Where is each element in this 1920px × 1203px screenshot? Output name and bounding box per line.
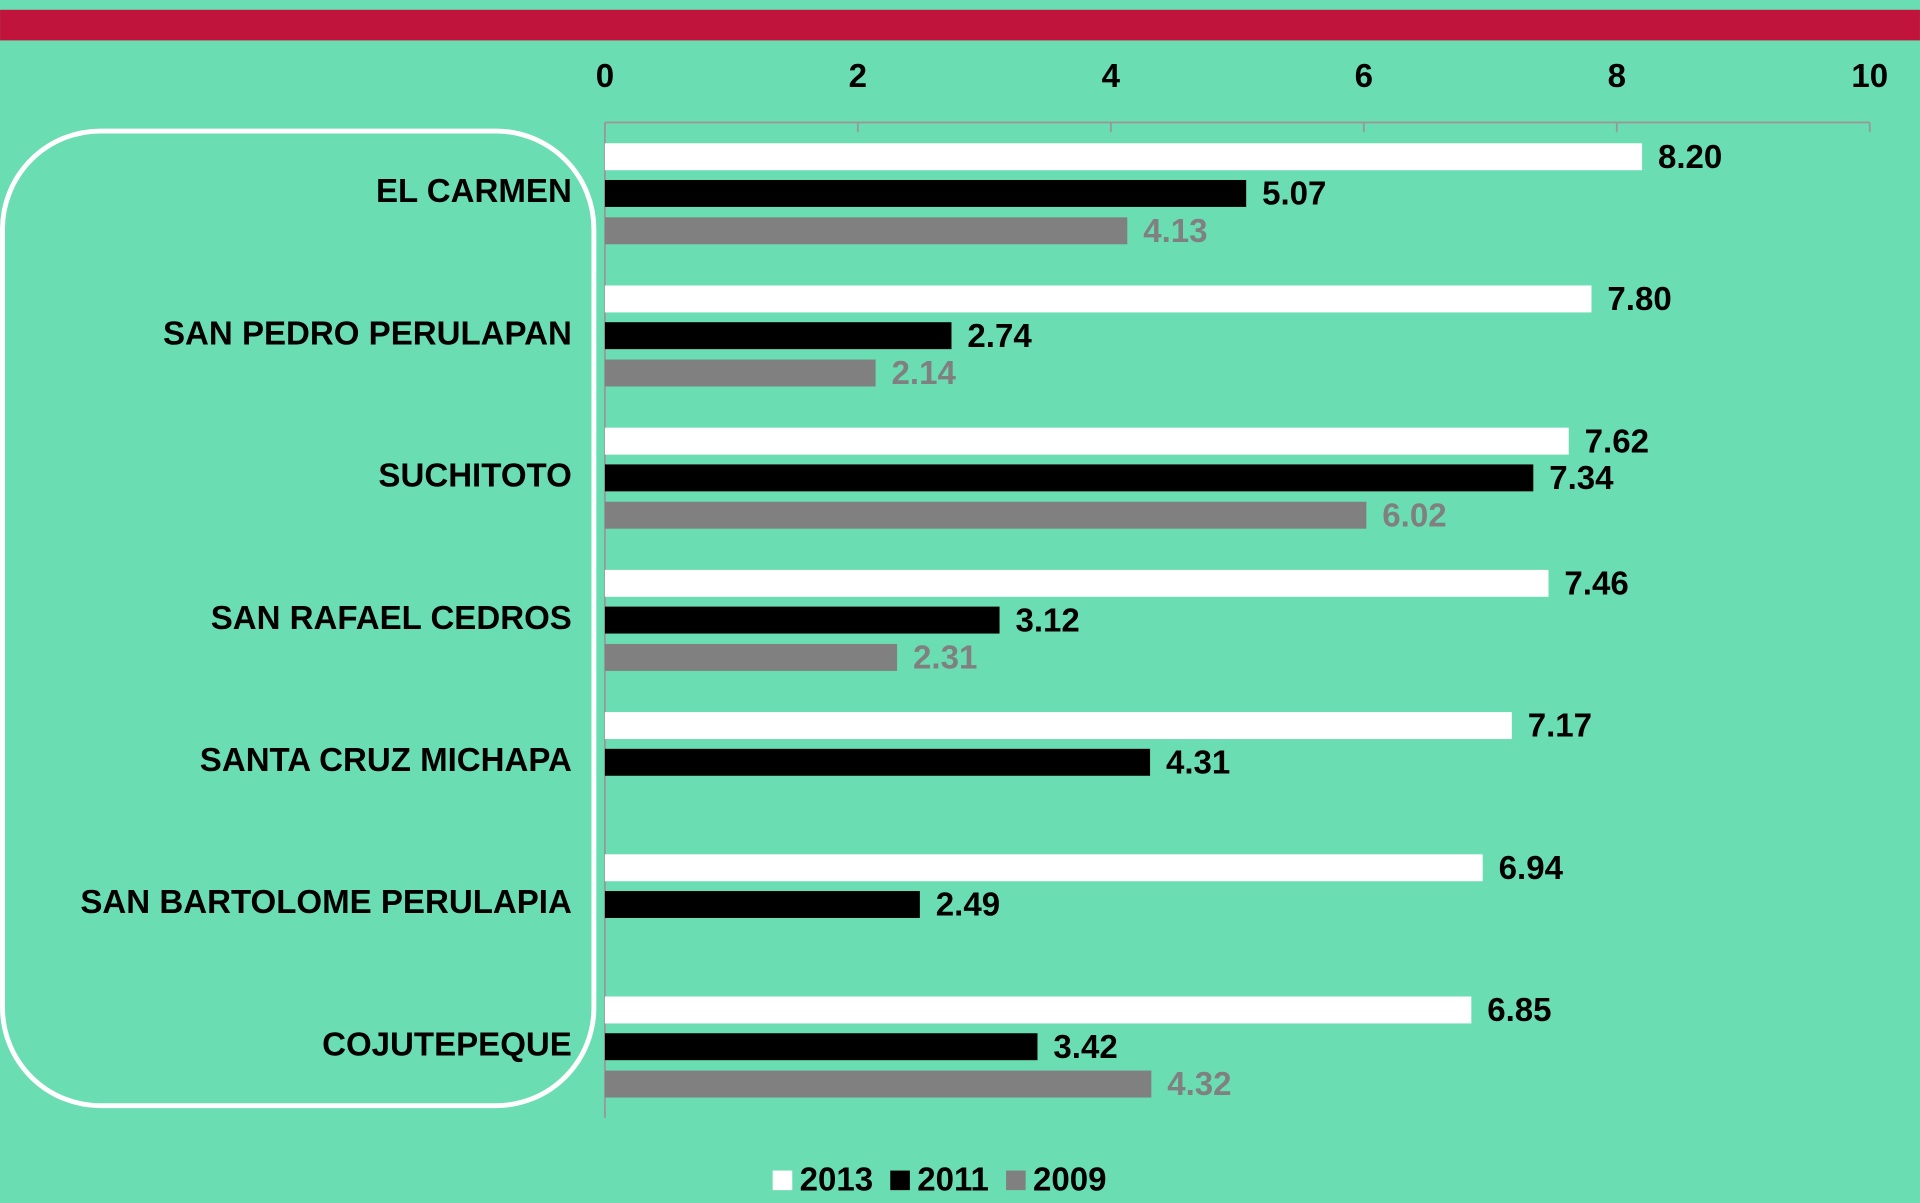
- header-bar: [0, 9, 1920, 41]
- bar: [604, 569, 1549, 597]
- bar: [604, 359, 876, 387]
- x-tick-label: 6: [1355, 58, 1373, 95]
- legend-label: 2009: [1033, 1161, 1107, 1198]
- x-tick-label: 0: [596, 58, 614, 95]
- value-label: 4.31: [1166, 744, 1230, 781]
- category-label: SAN RAFAEL CEDROS: [211, 600, 572, 637]
- legend-label: 2011: [917, 1161, 989, 1198]
- value-label: 7.34: [1549, 460, 1614, 497]
- value-label: 2.14: [892, 355, 957, 392]
- value-label: 6.02: [1382, 497, 1446, 534]
- value-label: 8.20: [1658, 139, 1722, 176]
- x-tick-label: 4: [1102, 58, 1121, 95]
- value-label: 3.42: [1053, 1029, 1117, 1066]
- bar: [604, 891, 920, 918]
- value-label: 7.80: [1607, 281, 1671, 318]
- bar: [604, 1033, 1038, 1061]
- legend-swatch: [890, 1170, 910, 1191]
- category-label: SAN BARTOLOME PERULAPIA: [80, 884, 571, 921]
- value-label: 4.13: [1143, 213, 1207, 250]
- value-label: 6.85: [1487, 992, 1551, 1029]
- x-tick-label: 2: [849, 58, 867, 95]
- bar: [604, 179, 1247, 207]
- bar: [604, 1070, 1152, 1098]
- x-tick-label: 10: [1851, 58, 1888, 95]
- category-label: SUCHITOTO: [378, 458, 571, 495]
- category-label: SAN PEDRO PERULAPAN: [163, 315, 572, 352]
- category-label: EL CARMEN: [376, 173, 572, 210]
- legend-swatch: [1006, 1170, 1026, 1191]
- category-label: SANTA CRUZ MICHAPA: [200, 742, 572, 779]
- bar: [604, 464, 1534, 492]
- bar: [604, 854, 1483, 882]
- highlight-frame: [0, 128, 597, 1109]
- value-label: 7.62: [1585, 423, 1649, 460]
- bar: [604, 285, 1592, 313]
- value-label: 7.17: [1528, 708, 1592, 745]
- value-label: 6.94: [1499, 850, 1564, 887]
- value-label: 4.32: [1167, 1066, 1231, 1103]
- value-label: 3.12: [1015, 602, 1079, 639]
- category-label: COJUTEPEQUE: [322, 1026, 572, 1063]
- legend-swatch: [772, 1170, 793, 1191]
- bar: [604, 427, 1569, 455]
- value-label: 2.31: [913, 640, 977, 677]
- bar: [604, 217, 1128, 245]
- bar: [604, 606, 1000, 634]
- bar: [604, 501, 1367, 529]
- legend-label: 2013: [800, 1161, 874, 1198]
- value-label: 7.46: [1564, 566, 1628, 603]
- value-label: 2.49: [936, 887, 1000, 924]
- bar: [604, 748, 1151, 776]
- value-label: 5.07: [1262, 176, 1326, 213]
- value-label: 2.74: [967, 318, 1032, 355]
- bar: [604, 643, 898, 671]
- x-tick-label: 8: [1608, 58, 1626, 95]
- bar: [604, 996, 1472, 1024]
- bar: [604, 712, 1512, 740]
- bar: [604, 322, 952, 350]
- bar: [604, 143, 1643, 171]
